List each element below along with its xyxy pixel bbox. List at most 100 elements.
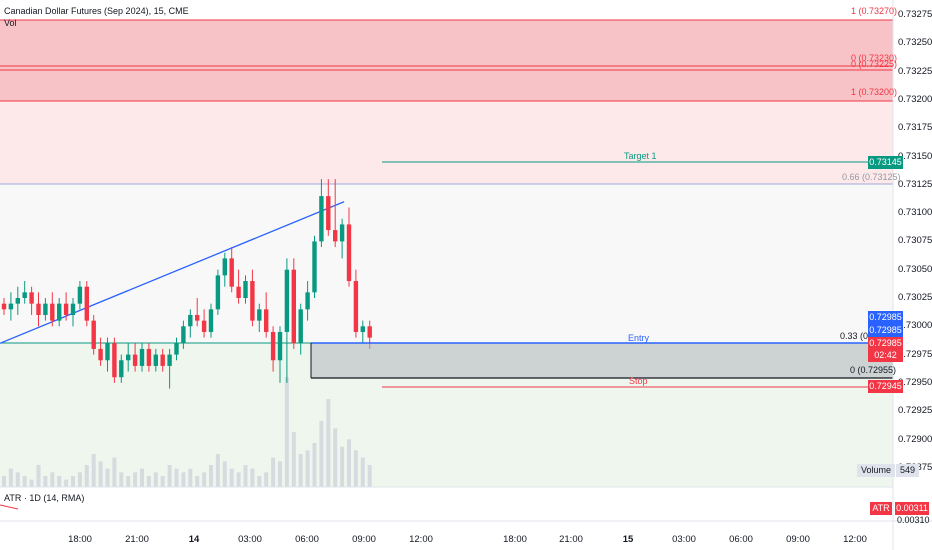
time-axis-tick: 21:00 — [559, 534, 583, 545]
fib-label-0-a: 0 (0.73230) — [851, 53, 898, 63]
candle-body — [22, 292, 27, 298]
price-axis-tick: 0.73000 — [898, 320, 932, 332]
volume-bar — [222, 461, 227, 487]
volume-bar — [229, 468, 234, 487]
volume-bar — [312, 443, 317, 487]
candle-body — [15, 298, 20, 304]
volume-bar — [2, 476, 6, 487]
candle-body — [305, 292, 310, 310]
candle-body — [91, 320, 96, 349]
volume-bar — [181, 472, 186, 487]
volume-bar — [22, 476, 27, 487]
candle-body — [112, 343, 117, 378]
price-axis-tick: 0.73225 — [898, 65, 932, 77]
volume-bar — [57, 476, 62, 487]
volume-bar — [278, 461, 282, 487]
volume-bar — [367, 465, 372, 487]
candle-body — [98, 348, 103, 361]
candle-body — [270, 331, 276, 361]
candle-body — [367, 326, 372, 338]
stop-price-tag: 0.72945 — [868, 380, 903, 393]
volume-bar — [250, 468, 255, 487]
candle-body — [312, 241, 317, 293]
candle-body — [277, 331, 283, 361]
symbol-legend-title[interactable]: Canadian Dollar Futures (Sep 2024), 15, … — [4, 6, 189, 16]
volume-bar — [112, 457, 117, 487]
candle-body — [36, 303, 41, 315]
candle-body — [43, 303, 48, 315]
volume-bar — [291, 432, 296, 487]
volume-bar — [140, 468, 144, 487]
time-axis-tick: 18:00 — [68, 534, 92, 545]
trade-zone-box — [311, 343, 893, 378]
price-axis-tick: 0.73125 — [898, 178, 932, 190]
fib-label-066: 0.66 (0.73125) — [842, 172, 901, 182]
volume-bar — [209, 465, 213, 487]
candle-body — [160, 354, 165, 366]
volume-bar — [64, 479, 69, 487]
price-axis-tick: 0.72950 — [898, 376, 932, 388]
volume-bar — [305, 450, 310, 487]
volume-bar — [36, 465, 41, 487]
candle-body — [70, 303, 76, 315]
candle-body — [29, 292, 34, 304]
candle-body — [119, 360, 124, 378]
volume-bar — [353, 450, 358, 487]
volume-bar — [236, 472, 241, 487]
price-axis-tick: 0.73100 — [898, 207, 932, 219]
chart-top-margin — [0, 0, 893, 15]
target-price-tag: 0.73145 — [868, 156, 903, 169]
time-axis-tick: 14 — [188, 534, 200, 545]
time-axis-tick: 12:00 — [409, 534, 433, 545]
price-axis-tick: 0.73025 — [898, 292, 932, 303]
volume-bar — [188, 468, 193, 487]
volume-legend[interactable]: Vol — [4, 18, 17, 28]
volume-bar — [43, 476, 48, 487]
candle-body — [132, 354, 138, 366]
candle-body — [250, 281, 255, 321]
volume-bar — [202, 472, 207, 487]
candle-body — [353, 281, 359, 332]
price-axis-tick: 0.73200 — [898, 93, 932, 105]
candle-body — [222, 258, 227, 276]
candle-body — [77, 286, 83, 304]
volume-bar — [347, 439, 351, 487]
price-axis-tick: 0.73150 — [898, 150, 932, 162]
fib-zone-red-strong — [0, 20, 893, 101]
time-axis-tick: 09:00 — [786, 534, 810, 545]
volume-bar — [257, 476, 262, 487]
price-axis-tick: 0.72925 — [898, 405, 932, 417]
volume-tag-value: 549 — [895, 464, 920, 477]
time-axis-tick: 09:00 — [352, 534, 376, 545]
price-axis-tick: 0.72975 — [898, 348, 932, 360]
volume-tag-label: Volume — [861, 465, 892, 475]
price-axis-tick: 0.73050 — [898, 263, 932, 275]
volume-bar — [146, 476, 151, 487]
volume-bar — [243, 465, 248, 487]
candle-body — [195, 314, 200, 321]
candle-body — [8, 303, 14, 310]
candle-body — [1, 303, 7, 310]
candle-body — [215, 275, 221, 310]
volume-bar — [8, 468, 13, 487]
candle-body — [257, 309, 262, 321]
volume-bar — [153, 472, 158, 487]
volume-bar — [284, 377, 289, 487]
bar-countdown: 02:42 — [868, 349, 903, 362]
time-axis-tick: 18:00 — [503, 534, 527, 545]
candle-body — [57, 303, 62, 321]
candle-body — [333, 230, 338, 242]
price-axis-tick: 0.73275 — [898, 9, 932, 20]
atr-legend[interactable]: ATR · 1D (14, RMA) — [4, 493, 85, 503]
fib-zone-red-light — [0, 101, 893, 184]
candle-body — [84, 286, 89, 321]
candle-body — [291, 269, 296, 344]
time-axis-tick: 06:00 — [729, 534, 753, 545]
volume-bar — [340, 446, 345, 487]
candle-body — [236, 286, 241, 298]
fib-zone-grey — [0, 184, 893, 343]
candle-body — [208, 309, 214, 332]
volume-bar — [133, 472, 138, 487]
volume-bar — [15, 472, 20, 487]
